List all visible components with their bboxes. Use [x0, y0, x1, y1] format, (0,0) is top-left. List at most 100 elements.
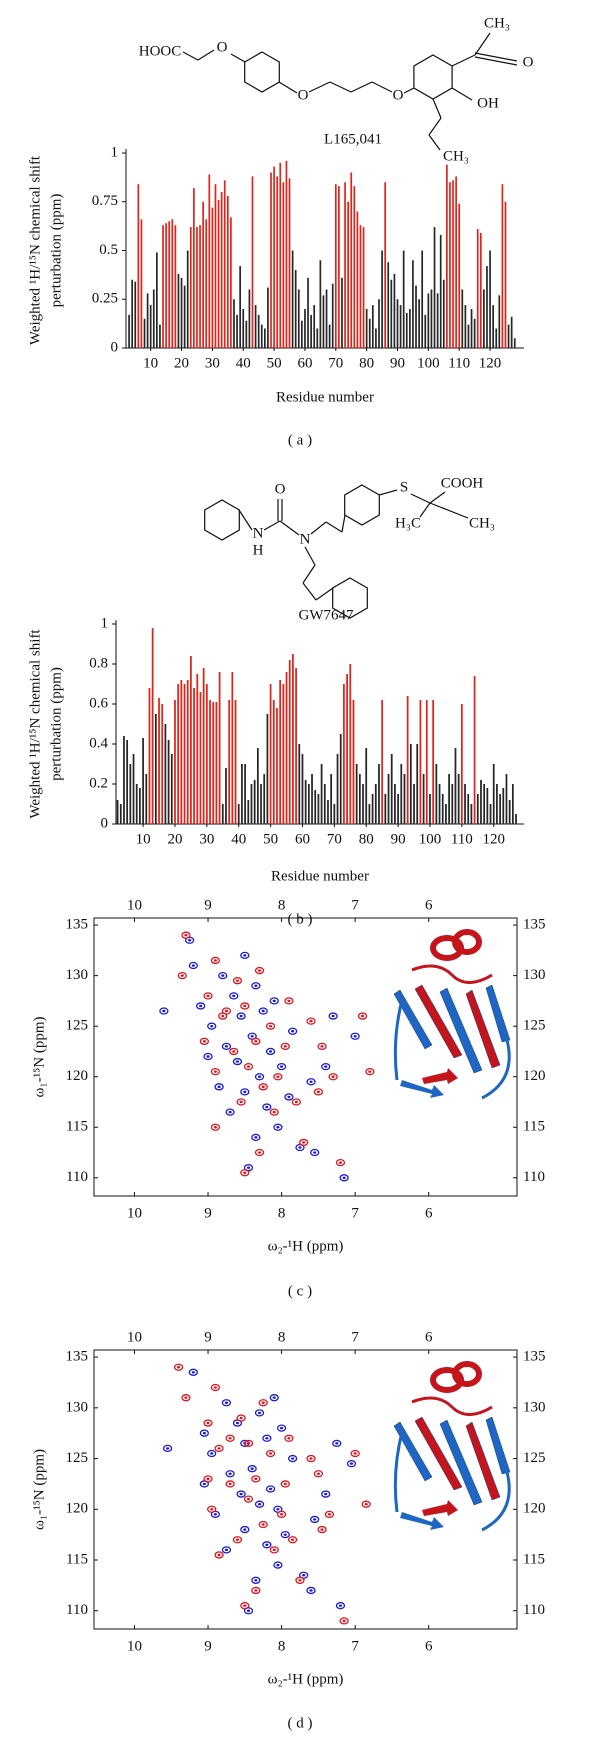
contour [221, 1014, 225, 1018]
atom-label: O [523, 54, 534, 70]
bar [242, 309, 245, 348]
bar [504, 201, 507, 348]
contour [302, 1141, 306, 1144]
peak [310, 1515, 320, 1524]
x-tick-label: 90 [391, 831, 406, 847]
contour [268, 1487, 273, 1491]
bar [396, 299, 399, 348]
bar [327, 800, 329, 824]
peak [284, 1093, 294, 1101]
y-tick-label: 115 [66, 1119, 88, 1135]
peak [254, 1148, 265, 1157]
peak [207, 1505, 217, 1513]
bar [448, 774, 450, 824]
strand [393, 1421, 433, 1482]
contour [239, 1492, 243, 1496]
contour [320, 1528, 324, 1531]
y-tick-label: 0.5 [99, 242, 118, 258]
peak [240, 951, 250, 960]
contour [272, 999, 276, 1003]
bar [266, 714, 269, 824]
bar [435, 764, 438, 824]
bar [333, 804, 336, 824]
atom-label: HOOC [139, 43, 182, 59]
contour [280, 1480, 290, 1488]
y-tick-label: 1 [101, 615, 109, 631]
bar [212, 702, 215, 824]
peak [291, 1098, 301, 1106]
y-tick-label: 135 [66, 1349, 89, 1365]
x-tick-label: 70 [327, 831, 342, 847]
peak [350, 1032, 360, 1040]
bar [498, 295, 501, 348]
contour [243, 1604, 247, 1607]
y-tick-label: 135 [523, 1349, 546, 1365]
bar [375, 328, 377, 348]
contour [217, 1447, 221, 1450]
atom-label: O [217, 39, 228, 55]
contour [276, 1075, 280, 1078]
x-tick-label: 40 [236, 355, 251, 371]
x-tick-label: 10 [136, 831, 151, 847]
bar [343, 684, 345, 824]
contour [261, 1401, 265, 1404]
bar [355, 764, 358, 824]
bar [338, 186, 340, 348]
contour [254, 1589, 258, 1592]
contour [360, 1014, 365, 1018]
contour [279, 1065, 284, 1068]
x-tick-label: 10 [143, 355, 158, 371]
contour [287, 1027, 298, 1035]
bond [429, 502, 469, 519]
peak [269, 997, 279, 1005]
bar [307, 277, 309, 348]
peak [236, 1490, 246, 1498]
peak [232, 977, 243, 985]
bar [441, 794, 444, 824]
bar [256, 748, 259, 824]
bar [421, 250, 424, 348]
bar [186, 250, 189, 348]
x-tick-label: 9 [204, 897, 212, 913]
peak [258, 1399, 268, 1407]
contour [298, 1146, 302, 1149]
contour [313, 1470, 324, 1478]
bar [368, 804, 371, 824]
bar [402, 250, 405, 348]
contour [317, 1525, 327, 1534]
bar [349, 664, 352, 824]
contour [210, 1024, 214, 1028]
contour [210, 1383, 221, 1392]
peak [254, 1500, 265, 1508]
x-tick-label: 50 [267, 355, 282, 371]
bar [460, 704, 463, 824]
contour [221, 974, 225, 977]
x-tick-label: 9 [204, 1205, 212, 1221]
y-tick-label: 120 [66, 1068, 89, 1084]
contour [313, 1518, 317, 1521]
peak [251, 982, 261, 990]
bar [492, 764, 495, 824]
bar [419, 700, 422, 824]
contour [254, 1409, 265, 1417]
x-tick-label: 70 [328, 355, 343, 371]
strand [414, 1416, 463, 1491]
contour [284, 997, 294, 1005]
x-tick-label: 6 [425, 1205, 433, 1221]
contour [177, 971, 187, 980]
peak [265, 1047, 276, 1056]
bar [152, 289, 155, 348]
bar [156, 252, 158, 348]
contour [261, 1009, 265, 1013]
contour [291, 1098, 301, 1106]
bar [131, 279, 134, 348]
bar [374, 784, 377, 824]
y-axis-label: ω₁-¹⁵N (ppm) [31, 1449, 47, 1530]
atom-label: CH₃ [484, 15, 510, 31]
bar [288, 178, 291, 348]
contour [173, 1363, 184, 1371]
contour [228, 1437, 232, 1440]
peak [214, 1444, 224, 1453]
contour [240, 1002, 250, 1010]
x-tick-label: 6 [425, 897, 433, 913]
